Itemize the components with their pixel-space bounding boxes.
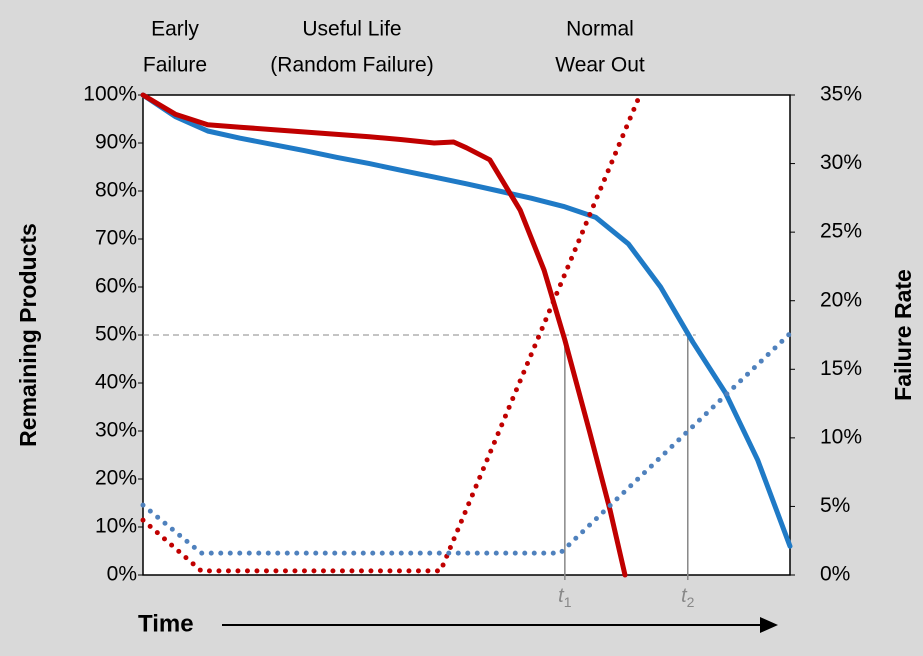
y-tick-label: 100% [83,83,137,106]
phase-label: Early [151,18,199,41]
y2-tick-label: 30% [820,151,862,174]
remaining-line [140,92,628,578]
marker-label-main: t [681,585,688,607]
y2-tick-label: 25% [820,220,862,243]
remaining-line [140,92,793,549]
phase-label: Normal [566,18,634,41]
y-tick-label: 50% [95,323,137,346]
y2-tick-label: 10% [820,425,862,448]
y2-axis-title: Failure Rate [890,269,916,401]
y-tick-label: 80% [95,179,137,202]
y-tick-label: 0% [107,563,137,586]
y-tick-label: 40% [95,371,137,394]
y2-tick-label: 15% [820,357,862,380]
phase-label: Failure [143,54,207,77]
y-tick-label: 90% [95,131,137,154]
rate-line [140,92,643,574]
y2-tick-label: 20% [820,288,862,311]
marker-label-sub: 2 [687,594,695,610]
arrow-head [760,617,778,633]
y-tick-label: 30% [95,419,137,442]
marker-label-main: t [558,585,565,607]
y-tick-label: 20% [95,467,137,490]
y-tick-label: 60% [95,275,137,298]
y2-tick-label: 0% [820,563,850,586]
y2-tick-label: 5% [820,494,850,517]
phase-label: (Random Failure) [270,54,433,77]
phase-label: Wear Out [555,54,645,77]
marker-label: t2 [681,585,695,609]
y-tick-label: 70% [95,227,137,250]
y2-tick-label: 35% [820,83,862,106]
y-axis-title: Remaining Products [15,223,41,447]
x-axis-title: Time [138,610,194,637]
marker-label-sub: 1 [564,594,572,610]
phase-label: Useful Life [302,18,401,41]
y-tick-label: 10% [95,515,137,538]
marker-label: t1 [558,585,572,609]
rate-line [140,331,793,556]
